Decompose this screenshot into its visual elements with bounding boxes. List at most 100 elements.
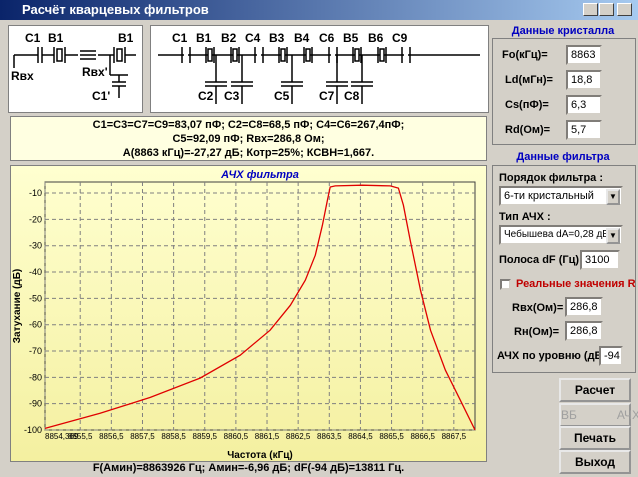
component-label: C2 xyxy=(198,89,214,103)
y-tick-label: -20 xyxy=(29,214,42,224)
exit-button[interactable]: Выход xyxy=(559,450,631,474)
print-button[interactable]: Печать xyxy=(559,426,631,450)
schematic-left-box xyxy=(8,25,143,113)
y-axis-label: Затухание (дБ) xyxy=(12,269,23,344)
exit-label: Выход xyxy=(574,455,616,469)
y-tick-label: -10 xyxy=(29,188,42,198)
rin-value: 286,8 xyxy=(570,301,598,313)
x-tick-label: 8857,5 xyxy=(130,432,155,441)
type-combo[interactable]: Чебышева dA=0,28 дБ ▼ xyxy=(499,225,623,245)
crystal-field-input[interactable]: 18,8 xyxy=(566,70,602,90)
level-label: АЧХ по уровню (дБ) : xyxy=(497,350,613,362)
results-line: C1=C3=C7=C9=83,07 пФ; C2=C8=68,5 пФ; C4=… xyxy=(92,119,405,131)
real-r-checkbox[interactable] xyxy=(500,279,511,290)
order-combo[interactable]: 6-ти кристальный ▼ xyxy=(499,186,623,206)
rout-input[interactable]: 286,8 xyxy=(565,321,603,341)
series-element xyxy=(404,49,408,61)
x-tick-label: 8866,5 xyxy=(410,432,435,441)
crystal-field-label: Rd(Ом)= xyxy=(505,124,551,136)
component-label: B1 xyxy=(118,31,134,45)
y-tick-label: -90 xyxy=(29,399,42,409)
series-element xyxy=(257,49,261,61)
component-label: B4 xyxy=(294,31,310,45)
type-value: Чебышева dA=0,28 дБ xyxy=(504,229,609,240)
y-tick-label: -40 xyxy=(29,267,42,277)
results-line: A(8863 кГц)=-27,27 дБ; Котр=25%; КСВН=1,… xyxy=(122,147,375,159)
series-element xyxy=(331,49,335,61)
plot-area xyxy=(44,181,476,431)
close-button[interactable] xyxy=(617,3,632,16)
dropdown-arrow[interactable]: ▼ xyxy=(606,228,620,244)
level-value: -94 xyxy=(604,350,620,362)
series-element xyxy=(280,48,286,62)
print-label: Печать xyxy=(574,431,616,445)
vb-label: ВБ xyxy=(561,408,577,422)
title-bar: Расчёт кварцевых фильтров xyxy=(0,0,638,20)
y-tick-label: -70 xyxy=(29,346,42,356)
component-label: C8 xyxy=(344,89,360,103)
type-label: Тип АЧХ : xyxy=(499,211,551,223)
x-tick-label: 8862,5 xyxy=(286,432,311,441)
level-input[interactable]: -94 xyxy=(599,346,623,366)
y-tick-label: -100 xyxy=(24,425,42,435)
x-tick-label: 8861,5 xyxy=(255,432,280,441)
dropdown-arrow[interactable]: ▼ xyxy=(606,189,620,205)
component-label: C1' xyxy=(92,89,110,103)
x-tick-label: 8867,5 xyxy=(442,432,467,441)
crystal-field-label: Ld(мГн)= xyxy=(505,74,553,86)
bandwidth-label: Полоса dF (Гц) = xyxy=(499,254,589,266)
component-label: B5 xyxy=(343,31,359,45)
rin-input[interactable]: 286,8 xyxy=(565,297,603,317)
schematic-left xyxy=(13,47,136,98)
y-tick-label: -60 xyxy=(29,320,42,330)
component-label: C1 xyxy=(172,31,188,45)
series-element xyxy=(232,48,238,62)
bandwidth-value: 3100 xyxy=(585,254,610,266)
minimize-button[interactable] xyxy=(583,3,598,16)
crystal-field-input[interactable]: 6,3 xyxy=(566,95,602,115)
rout-label: Rн(Ом)= xyxy=(514,326,560,338)
x-tick-label: 8863,5 xyxy=(317,432,342,441)
rin-label: Rвх(Ом)= xyxy=(512,302,564,314)
calc-label: Расчет xyxy=(574,383,616,397)
schematic-right-elements xyxy=(181,47,411,104)
calc-button[interactable]: Расчет xyxy=(559,378,631,402)
crystal-field-input[interactable]: 5,7 xyxy=(566,120,602,140)
maximize-button[interactable] xyxy=(599,3,614,16)
response-curve xyxy=(44,184,476,431)
order-value: 6-ти кристальный xyxy=(504,190,594,202)
bandwidth-input[interactable]: 3100 xyxy=(580,250,620,270)
y-tick-label: -50 xyxy=(29,293,42,303)
component-label: C5 xyxy=(274,89,290,103)
component-label: Rвх xyxy=(11,69,34,83)
component-label: C1 xyxy=(25,31,41,45)
series-element xyxy=(354,48,360,62)
x-tick-label: 8864,5 xyxy=(348,432,373,441)
component-label: B6 xyxy=(368,31,384,45)
vb-button: ВБ АЧХ xyxy=(559,403,638,427)
crystal-field-input[interactable]: 8863 xyxy=(566,45,602,65)
series-element xyxy=(305,48,311,62)
x-tick-label: 8860,5 xyxy=(224,432,249,441)
x-tick-label: 8855,5 xyxy=(68,432,93,441)
component-label: B2 xyxy=(221,31,237,45)
component-label: B1 xyxy=(196,31,212,45)
results-box: C1=C3=C7=C9=83,07 пФ; C2=C8=68,5 пФ; C4=… xyxy=(10,116,487,161)
crystal-field-label: Fo(кГц)= xyxy=(502,49,548,61)
component-label: B3 xyxy=(269,31,285,45)
chart-panel xyxy=(10,165,487,462)
schematic-right-box xyxy=(150,25,489,113)
component-label: C9 xyxy=(392,31,408,45)
real-r-label: Реальные значения R xyxy=(516,278,636,290)
x-tick-label: 8865,5 xyxy=(379,432,404,441)
y-tick-label: -80 xyxy=(29,372,42,382)
filter-header: Данные фильтра xyxy=(516,151,610,163)
x-tick-label: 8859,5 xyxy=(193,432,218,441)
component-label: C3 xyxy=(224,89,240,103)
x-axis-label: Частота (кГц) xyxy=(227,450,293,461)
filter-group xyxy=(492,165,636,373)
ach-label: АЧХ xyxy=(616,408,638,422)
status-text: F(Амин)=8863926 Гц; Амин=-6,96 дБ; dF(-9… xyxy=(92,462,405,474)
